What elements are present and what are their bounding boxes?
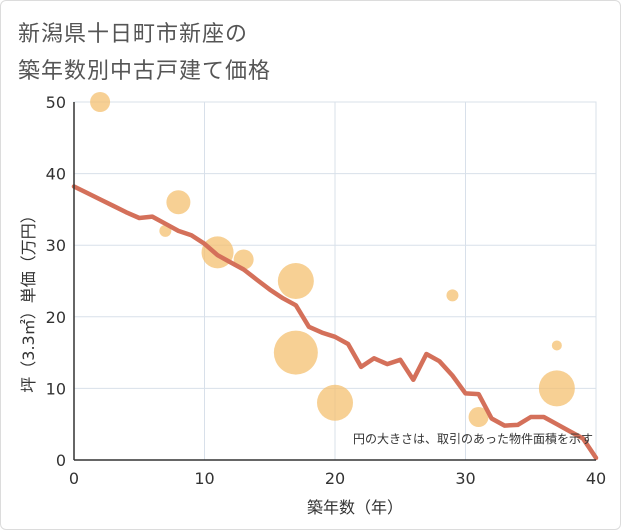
y-tick-label: 40 (46, 165, 66, 184)
tick-labels: 0 10 20 30 40 0 10 20 30 40 50 (46, 93, 607, 488)
scatter-point (277, 263, 314, 299)
scatter-point (90, 92, 111, 112)
chart-note: 円の大きさは、取引のあった物件面積を示す (353, 431, 593, 446)
y-tick-label: 30 (46, 236, 66, 255)
y-tick-label: 50 (46, 93, 66, 112)
trend-line (71, 184, 599, 461)
scatter-point (317, 384, 353, 421)
trend-line-group (71, 184, 599, 461)
x-axis-label: 築年数（年） (307, 498, 403, 517)
x-tick-label: 40 (586, 469, 606, 488)
x-tick-label: 30 (455, 469, 475, 488)
y-tick-label: 20 (46, 308, 66, 327)
y-tick-label: 10 (46, 379, 66, 398)
chart-title: 新潟県十日町市新座の 築年数別中古戸建て価格 (18, 16, 271, 90)
scatter-point (468, 407, 489, 428)
y-tick-label: 0 (56, 451, 66, 470)
bubbles (90, 92, 575, 428)
y-axis-label: 坪（3.3㎡）単価（万円） (19, 207, 38, 392)
axes (73, 102, 596, 461)
scatter-point (273, 330, 318, 375)
chart-title-line-1: 新潟県十日町市新座の (18, 22, 249, 47)
scatter-point (166, 190, 191, 215)
scatter-point (538, 370, 575, 407)
x-tick-label: 10 (194, 469, 214, 488)
chart-title-line-2: 築年数別中古戸建て価格 (18, 59, 272, 84)
x-tick-label: 0 (69, 469, 79, 488)
x-tick-label: 20 (325, 469, 345, 488)
scatter-point (551, 340, 562, 351)
scatter-point (446, 289, 459, 302)
